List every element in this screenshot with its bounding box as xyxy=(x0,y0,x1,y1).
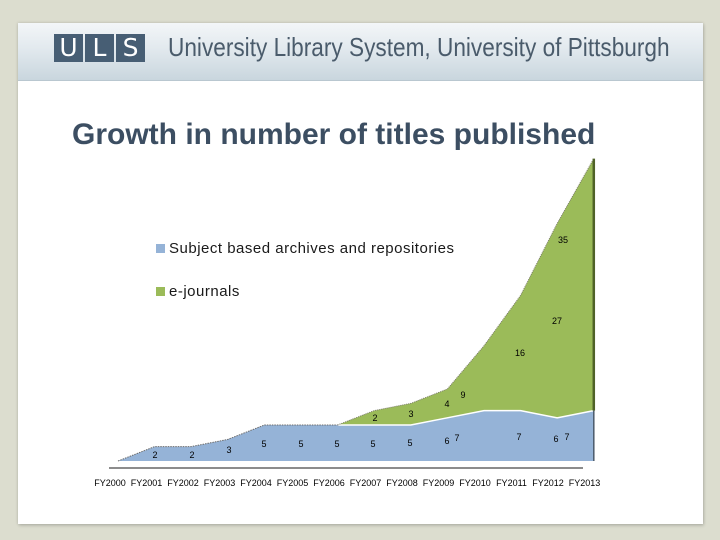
archives-data-label: 3 xyxy=(226,445,231,455)
legend-label-ejournals: e-journals xyxy=(169,283,240,300)
x-axis-label: FY2000 xyxy=(94,478,126,488)
x-axis-label: FY2008 xyxy=(386,478,418,488)
legend-swatch-ejournals xyxy=(156,287,165,296)
ejournals-data-label: 4 xyxy=(444,399,449,409)
legend-swatch-archives xyxy=(156,244,165,253)
archives-top-edge xyxy=(117,424,338,462)
archives-data-label: 5 xyxy=(370,439,375,449)
archives-data-label: 7 xyxy=(516,432,521,442)
x-axis-label: FY2011 xyxy=(496,478,527,488)
archives-data-label: 6 xyxy=(444,436,449,446)
archives-area xyxy=(118,410,594,461)
x-axis-label: FY2002 xyxy=(167,478,199,488)
logo-letter-l: L xyxy=(85,34,114,62)
series-boundary-line xyxy=(337,409,594,426)
archives-data-label: 7 xyxy=(564,432,569,442)
slide-title: Growth in number of titles published xyxy=(72,118,596,151)
archives-data-label: 5 xyxy=(261,439,266,449)
organization-name: University Library System, University of… xyxy=(168,32,670,62)
x-axis-label: FY2012 xyxy=(532,478,564,488)
ejournals-data-label: 3 xyxy=(408,409,413,419)
x-axis-label: FY2003 xyxy=(204,478,236,488)
archives-data-label: 2 xyxy=(152,450,157,460)
ejournals-data-label: 9 xyxy=(460,390,465,400)
x-axis-label: FY2006 xyxy=(313,478,345,488)
x-axis-label: FY2013 xyxy=(569,478,601,488)
archives-data-label: 2 xyxy=(189,450,194,460)
ejournals-data-label: 35 xyxy=(558,235,568,245)
logo-letter-u: U xyxy=(54,34,83,62)
legend-label-archives: Subject based archives and repositories xyxy=(169,240,455,257)
archives-data-label: 5 xyxy=(334,439,339,449)
ejournals-data-label: 27 xyxy=(552,316,562,326)
ejournals-area xyxy=(337,158,594,425)
archives-data-label: 6 xyxy=(553,434,558,444)
x-axis-label: FY2010 xyxy=(459,478,491,488)
x-axis-label: FY2009 xyxy=(423,478,455,488)
archives-data-label: 5 xyxy=(407,438,412,448)
ejournals-data-label: 16 xyxy=(515,348,525,358)
x-axis-label: FY2007 xyxy=(350,478,382,488)
archives-data-label: 7 xyxy=(454,433,459,443)
logo-letter-s: S xyxy=(116,34,145,62)
x-axis-label: FY2005 xyxy=(277,478,309,488)
x-axis-label: FY2001 xyxy=(131,478,163,488)
archives-data-label: 5 xyxy=(298,439,303,449)
ejournals-data-label: 2 xyxy=(372,413,377,423)
ejournals-top-edge xyxy=(337,158,595,426)
x-axis-label: FY2004 xyxy=(240,478,272,488)
